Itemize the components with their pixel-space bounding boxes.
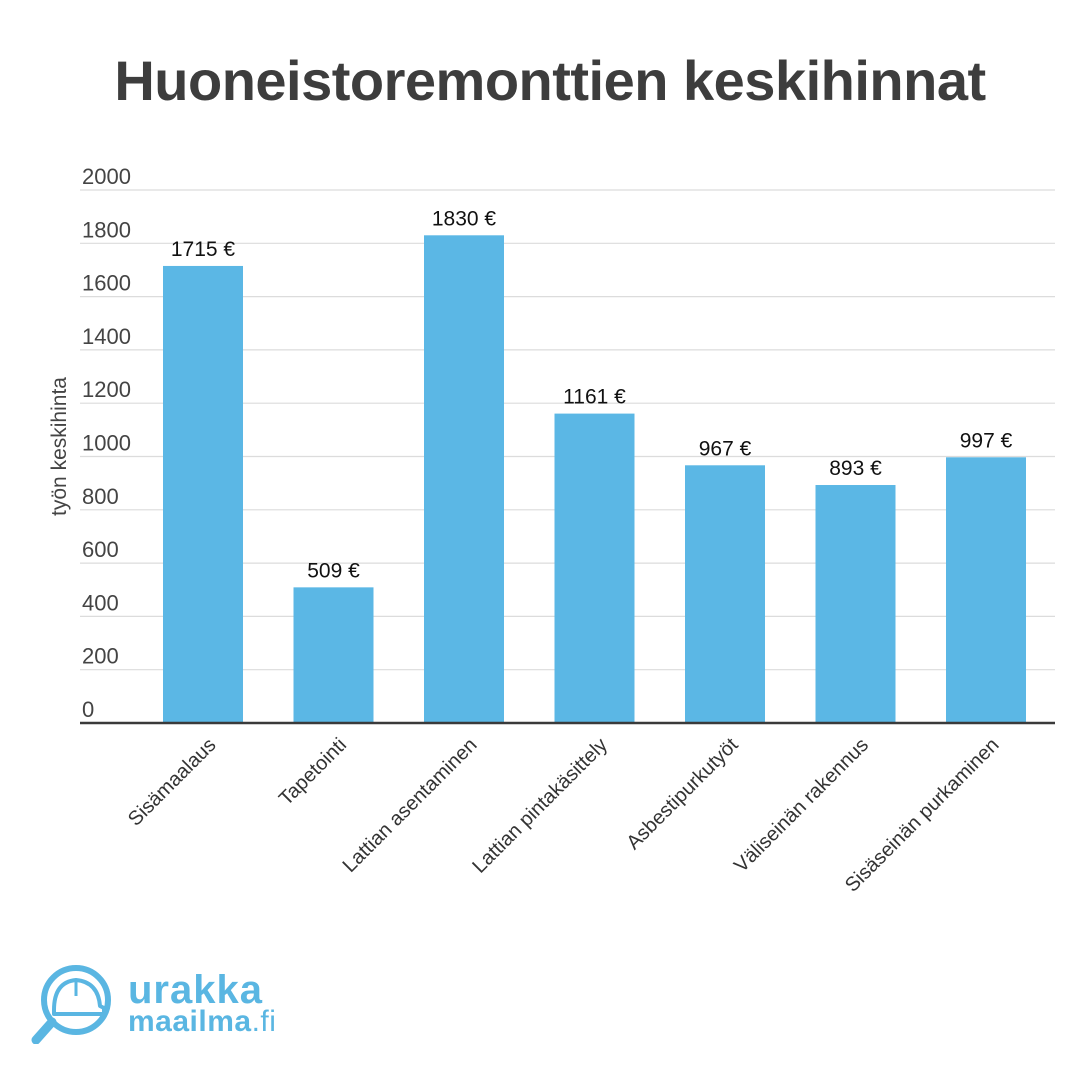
y-tick-label: 1000 [82,431,131,456]
bar [815,485,896,723]
category-label: Lattian asentaminen [339,734,482,877]
y-tick-label: 600 [82,537,119,562]
logo-text-maailma: maailma.fi [128,1007,276,1037]
bar [554,413,635,723]
bar-value-label: 967 € [699,437,752,460]
y-tick-label: 1200 [82,377,131,402]
bar-value-label: 1715 € [171,238,236,261]
category-label: Lattian pintakäsittely [468,734,612,878]
chart-title: Huoneistoremonttien keskihinnat [114,49,986,112]
y-tick-label: 400 [82,590,119,615]
y-tick-label: 800 [82,484,119,509]
bar-value-label: 997 € [960,429,1013,452]
bar-value-labels: 1715 € 509 € 1830 € 1161 € 967 € 893 € 997 € [171,207,1013,582]
logo-text-domain: .fi [251,1005,277,1038]
bar [424,235,504,723]
helmet-magnifier-icon [31,965,111,1044]
y-tick-label: 0 [82,697,94,722]
bar [293,587,374,723]
urakkamaailma-logo: urakka maailma.fi [30,962,330,1044]
y-tick-label: 1400 [82,324,131,349]
bar [163,265,243,723]
category-label: Sisäseinän purkaminen [841,734,1004,897]
bar [946,457,1026,723]
bar [685,465,765,723]
bar-value-label: 893 € [829,457,882,480]
category-label: Sisämaalaus [124,734,221,831]
bar-value-label: 509 € [307,559,360,582]
bar-value-label: 1161 € [563,386,626,409]
y-tick-label: 2000 [82,164,131,189]
logo-text-maailma-main: maailma [128,1005,252,1038]
y-axis-label: työn keskihinta [48,377,71,516]
y-tick-label: 1800 [82,217,131,242]
bar-value-label: 1830 € [432,207,497,230]
category-label: Tapetointi [275,734,351,810]
y-tick-label: 200 [82,644,119,669]
y-tick-label: 1600 [82,271,131,296]
logo-text-urakka: urakka [128,968,263,1012]
bars [163,235,1026,723]
y-axis-ticks: 0 200 400 600 800 1000 1200 1400 1600 1800 2000 [82,164,131,722]
category-label: Väliseinän rakennus [730,734,873,877]
category-label: Asbestipurkutyöt [622,734,742,854]
